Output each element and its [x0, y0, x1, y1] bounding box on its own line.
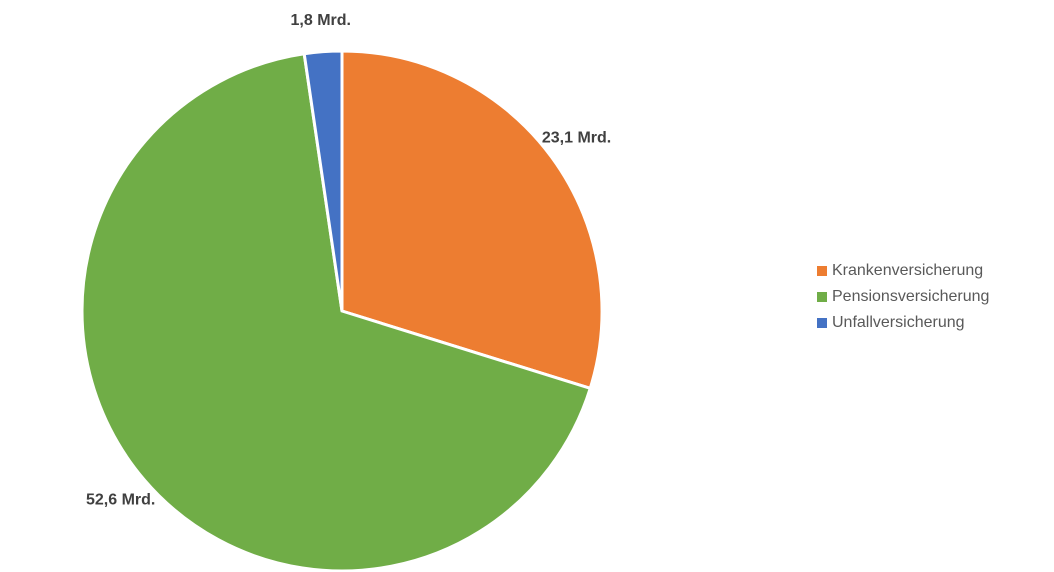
- pie-slice: [302, 49, 344, 312]
- value-label: 52,6 Mrd.: [86, 491, 155, 508]
- pie-slice: [80, 52, 593, 572]
- legend-swatch: [817, 318, 827, 328]
- legend-label: Pensionsversicherung: [832, 288, 989, 305]
- legend-swatch: [817, 266, 827, 276]
- pie-slice: [340, 49, 604, 391]
- legend-label: Krankenversicherung: [832, 262, 983, 279]
- value-label: 23,1 Mrd.: [542, 130, 611, 147]
- legend-swatch: [817, 292, 827, 302]
- value-label: 1,8 Mrd.: [291, 12, 351, 29]
- legend-label: Unfallversicherung: [832, 314, 965, 331]
